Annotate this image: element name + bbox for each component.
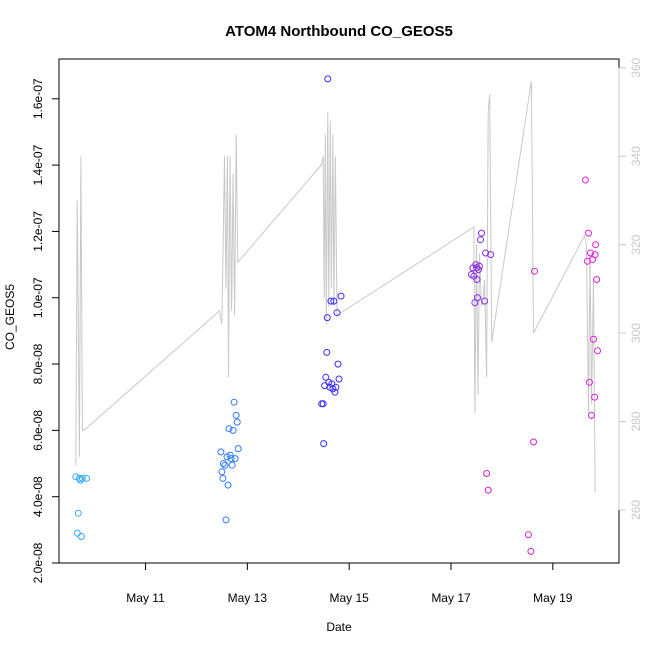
data-point xyxy=(226,451,234,459)
data-point xyxy=(323,348,331,356)
data-point xyxy=(335,375,343,383)
data-point xyxy=(473,276,481,283)
data-point xyxy=(230,398,238,406)
x-axis-label: Date xyxy=(326,620,352,634)
data-point xyxy=(227,455,235,463)
data-point xyxy=(232,411,240,419)
data-point xyxy=(581,176,589,184)
x-axis: May 11 May 13 May 15 May 17 May 19 xyxy=(126,562,573,605)
right-y-tick-label: 280 xyxy=(629,411,643,431)
data-point xyxy=(72,473,80,481)
y-axis-label: CO_GEOS5 xyxy=(3,284,17,350)
right-axis-trace-line xyxy=(75,81,596,493)
data-point xyxy=(219,460,227,467)
data-point xyxy=(231,455,239,463)
data-point xyxy=(224,481,232,489)
y-tick-label: 8.0e-08 xyxy=(31,343,45,384)
data-point xyxy=(74,509,82,517)
chart-title: ATOM4 Northbound CO_GEOS5 xyxy=(225,23,453,40)
data-point xyxy=(590,335,597,343)
data-point xyxy=(234,445,242,453)
y-tick-label: 2.0e-08 xyxy=(31,542,45,583)
y-tick-label: 1.2e-07 xyxy=(31,211,45,252)
data-point xyxy=(593,276,601,283)
data-point xyxy=(586,378,593,386)
data-point xyxy=(531,267,538,275)
data-point xyxy=(328,380,336,388)
data-point xyxy=(591,393,599,401)
data-point xyxy=(332,383,340,391)
data-point xyxy=(587,249,594,257)
data-point xyxy=(327,297,335,305)
data-point xyxy=(217,448,225,456)
data-points-layer xyxy=(72,75,602,555)
data-point xyxy=(474,294,481,302)
data-point xyxy=(478,229,485,237)
data-point xyxy=(228,461,236,469)
data-point xyxy=(475,266,482,274)
right-axis-trace-layer xyxy=(75,81,596,493)
data-point xyxy=(331,388,339,396)
data-point xyxy=(319,400,327,408)
data-point xyxy=(524,531,532,539)
y-tick-label: 6.0e-08 xyxy=(31,410,45,451)
x-tick-label: May 19 xyxy=(533,591,573,605)
x-tick-label: May 17 xyxy=(431,591,471,605)
y-tick-label: 1.4e-07 xyxy=(31,144,45,185)
x-tick-label: May 11 xyxy=(126,591,165,605)
x-tick-label: May 13 xyxy=(228,591,268,605)
data-point xyxy=(333,309,341,317)
data-point xyxy=(75,474,83,482)
data-point xyxy=(481,297,489,305)
data-point xyxy=(527,547,535,555)
y-tick-label: 4.0e-08 xyxy=(31,476,45,517)
right-y-tick-label: 340 xyxy=(629,146,643,166)
data-point xyxy=(588,411,595,419)
data-point xyxy=(592,241,600,249)
data-point xyxy=(78,474,86,482)
data-point xyxy=(324,75,332,83)
data-point xyxy=(221,461,229,469)
data-point xyxy=(219,474,227,482)
data-point xyxy=(77,533,85,540)
right-y-axis: 260 280 300 320 340 360 xyxy=(618,58,643,520)
right-y-tick-label: 360 xyxy=(629,58,643,78)
y-axis: 2.0e-08 4.0e-08 6.0e-08 8.0e-08 1.0e-07 1.2e-… xyxy=(31,78,60,583)
data-point xyxy=(337,292,345,300)
data-point xyxy=(476,262,483,270)
data-point xyxy=(229,426,237,434)
data-point xyxy=(591,251,599,259)
data-point xyxy=(323,314,331,322)
data-point xyxy=(594,347,602,355)
data-point xyxy=(222,516,230,524)
data-point xyxy=(477,236,484,244)
data-point xyxy=(530,438,537,446)
data-point xyxy=(83,474,90,482)
data-point xyxy=(484,486,492,494)
right-y-tick-label: 320 xyxy=(629,234,643,254)
x-tick-label: May 15 xyxy=(330,591,370,605)
data-point xyxy=(76,476,84,484)
data-point xyxy=(585,229,592,237)
y-tick-label: 1.0e-07 xyxy=(31,277,45,318)
data-point xyxy=(330,297,338,305)
data-point xyxy=(487,251,495,259)
data-point xyxy=(320,440,328,448)
data-point xyxy=(483,470,491,477)
data-point xyxy=(73,529,81,537)
data-point xyxy=(334,360,342,368)
y-tick-label: 1.6e-07 xyxy=(31,78,45,119)
data-point xyxy=(233,418,241,426)
right-y-tick-label: 300 xyxy=(629,323,643,343)
data-point xyxy=(322,373,330,381)
data-point xyxy=(225,425,233,433)
data-point xyxy=(218,468,226,476)
right-y-tick-label: 260 xyxy=(629,500,643,520)
